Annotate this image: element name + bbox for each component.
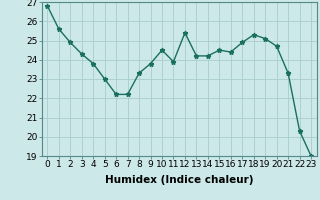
X-axis label: Humidex (Indice chaleur): Humidex (Indice chaleur)	[105, 175, 253, 185]
